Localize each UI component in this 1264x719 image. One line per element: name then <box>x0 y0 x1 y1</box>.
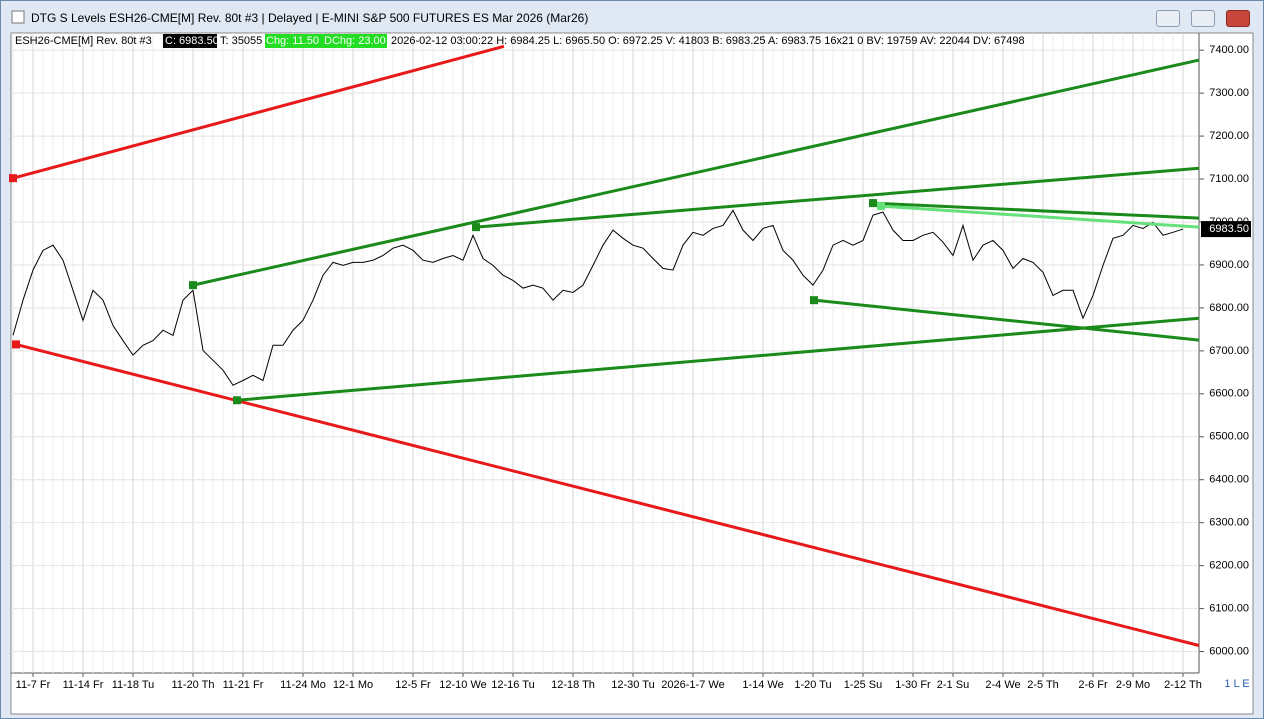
change-bg <box>265 34 323 48</box>
x-tick-label: 11-21 Fr <box>223 679 264 691</box>
trendline <box>15 342 1200 647</box>
y-tick-label: 6300.00 <box>1209 517 1249 529</box>
y-tick-label: 7200.00 <box>1209 130 1249 142</box>
anchor-marker <box>877 202 885 211</box>
x-tick-label: 1-25 Su <box>844 679 883 691</box>
dchange: DChg: 23.00 <box>324 35 386 47</box>
x-tick-label: 11-7 Fr <box>16 679 51 691</box>
close: C: 6983.50 <box>165 35 219 47</box>
anchor-marker <box>189 281 197 290</box>
ticks: T: 35055 <box>220 35 262 47</box>
anchor-marker <box>810 296 818 305</box>
anchor-marker <box>472 223 480 232</box>
x-tick-label: 11-24 Mo <box>280 679 326 691</box>
x-tick-label: 1-30 Fr <box>895 679 931 691</box>
trendline <box>236 316 1200 402</box>
change: Chg: 11.50 <box>266 35 319 47</box>
x-tick-label: 2-1 Su <box>937 679 969 691</box>
x-tick-label: 12-10 We <box>439 679 487 691</box>
details: 2026-02-12 03:00:22 H: 6984.25 L: 6965.5… <box>391 35 1025 47</box>
x-tick-label: 11-20 Th <box>171 679 214 691</box>
x-tick-label: 1-14 We <box>742 679 783 691</box>
trendline <box>192 58 1200 287</box>
y-tick-label: 6600.00 <box>1209 388 1249 400</box>
trendline <box>880 204 1200 229</box>
x-tick-label: 2026-1-7 We <box>661 679 724 691</box>
y-tick-label: 6200.00 <box>1209 560 1249 572</box>
price-tag: 6983.50 <box>1209 223 1249 235</box>
window-title: DTG S Levels ESH26-CME[M] Rev. 80t #3 | … <box>31 11 589 25</box>
x-tick-label: 2-9 Mo <box>1116 679 1150 691</box>
x-tick-label: 2-5 Th <box>1027 679 1059 691</box>
x-tick-label: 12-5 Fr <box>395 679 431 691</box>
y-tick-label: 6800.00 <box>1209 302 1249 314</box>
x-tick-label: 12-1 Mo <box>333 679 373 691</box>
anchor-marker <box>9 174 17 183</box>
y-tick-label: 6000.00 <box>1209 645 1249 657</box>
app-icon <box>11 10 25 24</box>
y-tick-label: 7100.00 <box>1209 173 1249 185</box>
anchor-marker <box>869 199 877 208</box>
trendline <box>813 298 1200 342</box>
x-tick-label: 2-4 We <box>985 679 1020 691</box>
y-tick-label: 6400.00 <box>1209 474 1249 486</box>
x-tick-label: 12-18 Th <box>551 679 595 691</box>
anchor-marker <box>12 340 20 349</box>
y-tick-label: 6100.00 <box>1209 602 1249 614</box>
price-tag-bg <box>1201 221 1251 238</box>
trendline <box>872 201 1200 220</box>
close-button[interactable] <box>1226 10 1250 27</box>
x-tick-label: 12-30 Tu <box>611 679 654 691</box>
info-strip: ESH26-CME[M] Rev. 80t #3 C: 6983.50 T: 3… <box>15 34 1025 48</box>
x-tick-label: 1-20 Tu <box>794 679 831 691</box>
dchange-bg <box>323 34 387 48</box>
x-tick-label: 12-16 Tu <box>491 679 534 691</box>
x-tick-label: 11-14 Fr <box>63 679 104 691</box>
title-bar: DTG S Levels ESH26-CME[M] Rev. 80t #3 | … <box>1 1 1263 31</box>
trendline <box>475 166 1200 229</box>
symbol: ESH26-CME[M] Rev. 80t #3 <box>15 35 152 47</box>
status: 1 L E <box>1224 678 1249 690</box>
x-tick-label: 2-6 Fr <box>1078 679 1108 691</box>
close-bg <box>163 34 217 48</box>
y-tick-label: 6900.00 <box>1209 259 1249 271</box>
y-tick-label: 7400.00 <box>1209 44 1249 56</box>
y-tick-label: 6500.00 <box>1209 431 1249 443</box>
y-tick-label: 6700.00 <box>1209 345 1249 357</box>
anchor-marker <box>233 396 241 405</box>
x-tick-label: 2-12 Th <box>1164 679 1202 691</box>
maximize-button[interactable] <box>1191 10 1215 27</box>
chart-panel <box>10 32 1254 715</box>
trendline <box>12 44 505 180</box>
chart: 11-7 Fr 11-14 Fr 11-18 Tu 11-20 Th 11-21 Fr 1… <box>9 32 1254 715</box>
x-tick-label: 11-18 Tu <box>112 679 155 691</box>
price-line <box>12 209 1184 386</box>
y-tick-label: 7300.00 <box>1209 87 1249 99</box>
minimize-button[interactable] <box>1156 10 1180 27</box>
